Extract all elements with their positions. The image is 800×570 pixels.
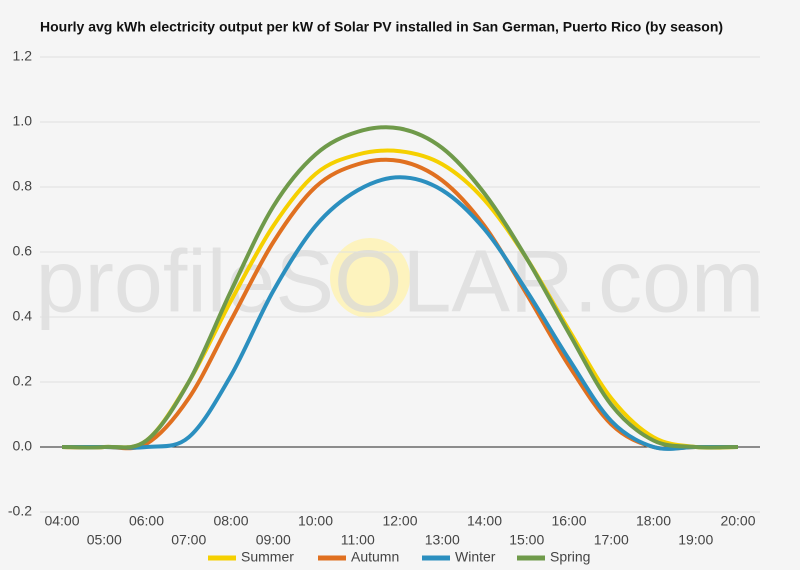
y-tick-label: 0.0 <box>13 438 33 454</box>
x-tick-label: 06:00 <box>129 513 164 529</box>
y-tick-label: 0.8 <box>13 178 33 194</box>
x-tick-label: 11:00 <box>341 532 375 548</box>
x-tick-label: 18:00 <box>636 513 671 529</box>
x-tick-label: 19:00 <box>678 532 713 548</box>
legend-label: Autumn <box>351 549 399 565</box>
watermark: profileSOLAR.com <box>36 231 765 330</box>
y-tick-label: -0.2 <box>8 503 32 519</box>
x-tick-label: 14:00 <box>467 513 502 529</box>
x-tick-label: 17:00 <box>594 532 629 548</box>
x-tick-label: 12:00 <box>382 513 417 529</box>
x-tick-label: 13:00 <box>425 532 460 548</box>
legend-label: Winter <box>455 549 496 565</box>
x-tick-label: 10:00 <box>298 513 333 529</box>
x-tick-label: 15:00 <box>509 532 544 548</box>
x-tick-label: 16:00 <box>551 513 586 529</box>
x-tick-label: 20:00 <box>720 513 755 529</box>
x-tick-label: 04:00 <box>44 513 79 529</box>
series-line <box>61 125 739 450</box>
y-tick-label: 1.0 <box>13 113 33 129</box>
x-tick-label: 09:00 <box>256 532 291 548</box>
chart-title: Hourly avg kWh electricity output per kW… <box>40 19 723 35</box>
x-tick-label: 08:00 <box>213 513 248 529</box>
y-tick-label: 0.4 <box>13 308 33 324</box>
y-tick-label: 0.2 <box>13 373 33 389</box>
watermark-sun <box>330 238 410 318</box>
x-tick-label: 05:00 <box>87 532 122 548</box>
legend-label: Spring <box>550 549 590 565</box>
y-tick-label: 1.2 <box>13 48 33 64</box>
y-tick-label: 0.6 <box>13 243 33 259</box>
x-tick-label: 07:00 <box>171 532 206 548</box>
series-line <box>62 175 738 451</box>
series-line <box>61 157 738 451</box>
legend-label: Summer <box>241 549 294 565</box>
